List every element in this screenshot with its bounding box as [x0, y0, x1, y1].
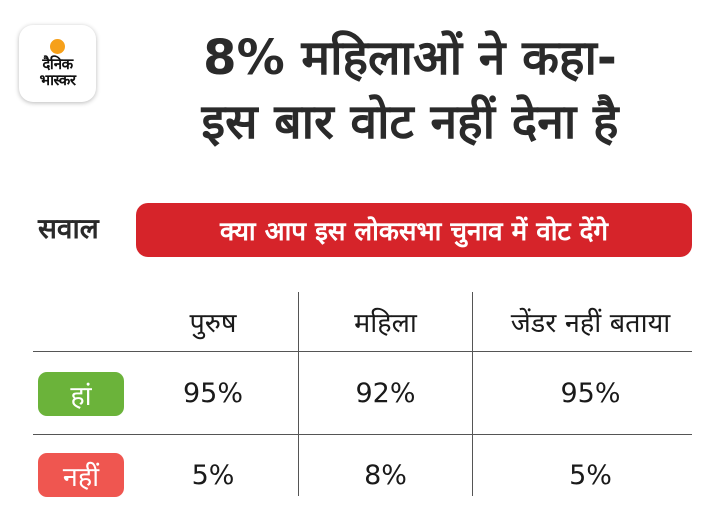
- table-cell: 95%: [560, 377, 621, 409]
- question-pill: क्या आप इस लोकसभा चुनाव में वोट देंगे: [136, 203, 692, 257]
- column-header-male: पुरुष: [189, 308, 237, 339]
- row-label-no: नहीं: [38, 453, 124, 497]
- table-row-divider: [33, 351, 692, 352]
- table-column-divider: [298, 292, 299, 496]
- table-cell: 5%: [569, 459, 612, 491]
- column-header-gender-undisclosed: जेंडर नहीं बताया: [510, 308, 671, 339]
- table-cell: 8%: [364, 459, 407, 491]
- table-cell: 95%: [182, 377, 243, 409]
- logo-text-line1: दैनिक: [42, 55, 73, 73]
- sun-icon: [50, 39, 65, 54]
- table-cell: 92%: [355, 377, 416, 409]
- headline: 8% महिलाओं ने कहा- इस बार वोट नहीं देना …: [110, 26, 710, 154]
- table-column-divider: [472, 292, 473, 496]
- table-row-divider: [33, 434, 692, 435]
- headline-line1: 8% महिलाओं ने कहा-: [203, 30, 617, 86]
- logo-text-line2: भास्कर: [39, 71, 76, 89]
- headline-line2: इस बार वोट नहीं देना है: [201, 94, 619, 150]
- question-text: क्या आप इस लोकसभा चुनाव में वोट देंगे: [219, 217, 609, 247]
- table-cell: 5%: [191, 459, 235, 491]
- column-header-female: महिला: [354, 308, 417, 339]
- dainik-bhaskar-logo: दैनिक भास्कर: [19, 25, 96, 102]
- question-label: सवाल: [38, 212, 99, 245]
- row-label-yes: हां: [38, 372, 124, 416]
